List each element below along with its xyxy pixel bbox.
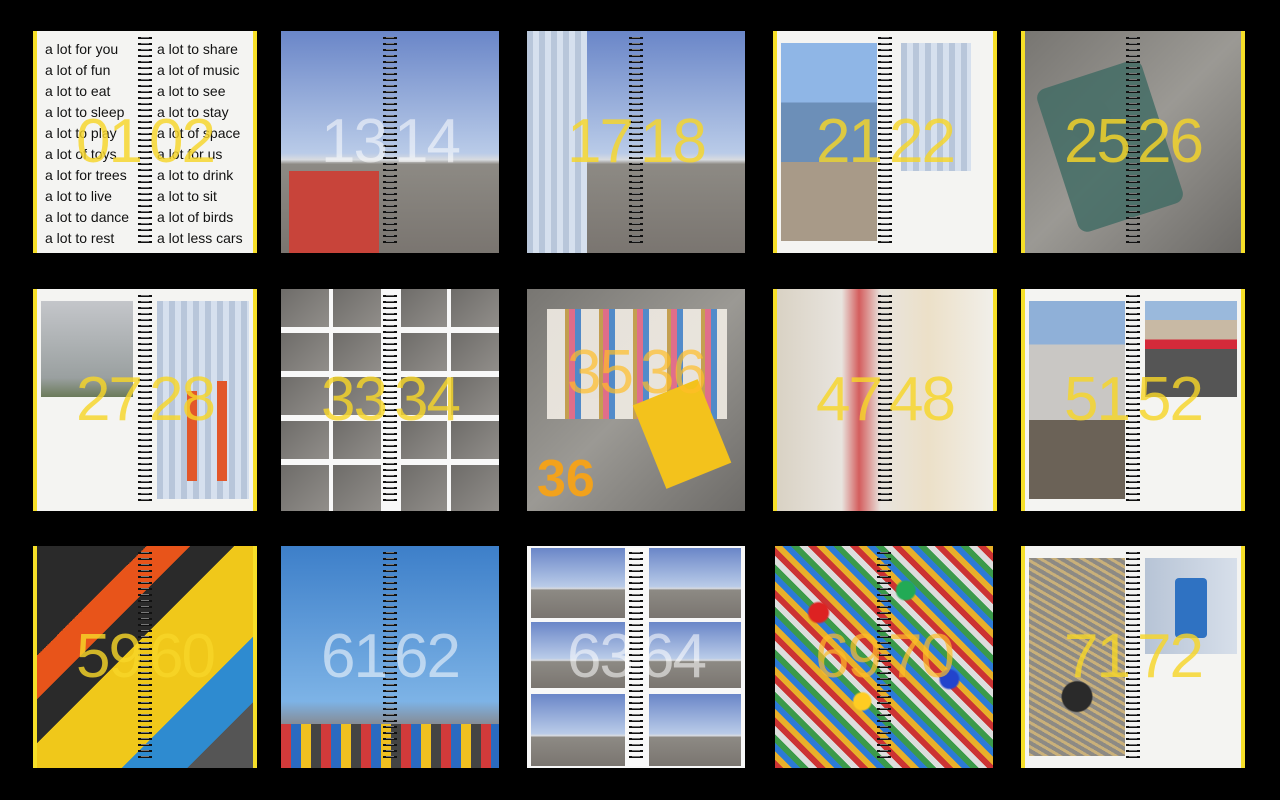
spread-61-62: 61 62	[281, 546, 499, 768]
page-number-left: 33	[321, 365, 388, 434]
photo-gate	[781, 43, 877, 241]
photo-wall-corner	[41, 301, 133, 397]
photo-bollards	[157, 301, 249, 499]
spiral-binding	[383, 552, 397, 762]
page-number-right: 14	[394, 107, 461, 176]
page-number-right: 52	[1137, 365, 1204, 434]
painted-number: 36	[537, 450, 595, 508]
spread-25-26: 25 26	[1021, 31, 1245, 253]
spiral-binding	[138, 552, 152, 762]
page-number-left: 17	[567, 107, 634, 176]
spread-13-14: 13 14	[281, 31, 499, 253]
photo-barrel	[1145, 558, 1237, 654]
photo-vendor	[1029, 301, 1125, 499]
spread-21-22: 21 22	[773, 31, 997, 253]
photo-door	[901, 43, 971, 171]
spread-71-72: 71 72	[1021, 546, 1245, 768]
spread-35-36: 35 36 36	[527, 289, 745, 511]
page-number-right: 36	[640, 338, 707, 408]
text-column-right: a lot to share a lot of music a lot to see…	[157, 41, 243, 246]
page-number-right: 22	[889, 107, 956, 176]
photo-sawdust	[1029, 558, 1125, 756]
spiral-binding	[629, 37, 643, 247]
page-number-left: 47	[816, 365, 883, 434]
page-number-right: 62	[394, 622, 461, 691]
page-number-left: 35	[567, 338, 634, 408]
spread-17-18: 17 18	[527, 31, 745, 253]
spiral-binding	[1126, 552, 1140, 762]
page-number-right: 02	[149, 107, 216, 176]
page-number-left: 71	[1064, 622, 1131, 691]
page-number-left: 69	[815, 622, 882, 691]
page-number-left: 13	[321, 107, 388, 176]
spread-33-34: 33 34	[281, 289, 499, 511]
spiral-binding	[138, 37, 152, 247]
page-number-right: 34	[394, 365, 461, 434]
spiral-binding	[878, 37, 892, 247]
text-column-left: a lot for you a lot of fun a lot to eat a l…	[45, 41, 130, 246]
spread-27-28: 27 28	[33, 289, 257, 511]
page-number-right: 26	[1137, 107, 1204, 176]
page-number-left: 25	[1064, 107, 1131, 176]
page-number-right: 64	[640, 622, 707, 691]
spiral-binding	[629, 552, 643, 762]
spiral-binding	[1126, 295, 1140, 505]
page-number-left: 61	[321, 622, 388, 691]
spread-47-48: 47 48	[773, 289, 997, 511]
spiral-binding	[878, 295, 892, 505]
page-number-right: 48	[889, 365, 956, 434]
page-number-left: 27	[76, 365, 143, 434]
spiral-binding	[138, 295, 152, 505]
spiral-binding	[383, 37, 397, 247]
page-number-right: 60	[149, 622, 216, 691]
page-number-left: 21	[816, 107, 883, 176]
corrugated-wall	[527, 31, 587, 253]
page-number-left: 51	[1064, 365, 1131, 434]
page-number-left: 63	[567, 622, 634, 691]
spread-51-52: 51 52	[1021, 289, 1245, 511]
page-number-left: 59	[76, 622, 143, 691]
page-number-left: 01	[76, 107, 143, 176]
spread-59-60: 59 60	[33, 546, 257, 768]
spread-63-64: 63 64	[527, 546, 745, 768]
page-number-right: 18	[640, 107, 707, 176]
spiral-binding	[1126, 37, 1140, 247]
spiral-binding	[383, 295, 397, 505]
page-number-right: 72	[1137, 622, 1204, 691]
spread-69-70: 69 70	[775, 546, 993, 768]
spread-01-02: a lot for you a lot of fun a lot to eat a l…	[33, 31, 257, 253]
red-box-shadow	[289, 171, 379, 253]
photo-clothes	[1145, 301, 1237, 397]
spiral-binding	[877, 552, 891, 762]
page-number-right: 70	[888, 622, 955, 691]
page-number-right: 28	[149, 365, 216, 434]
